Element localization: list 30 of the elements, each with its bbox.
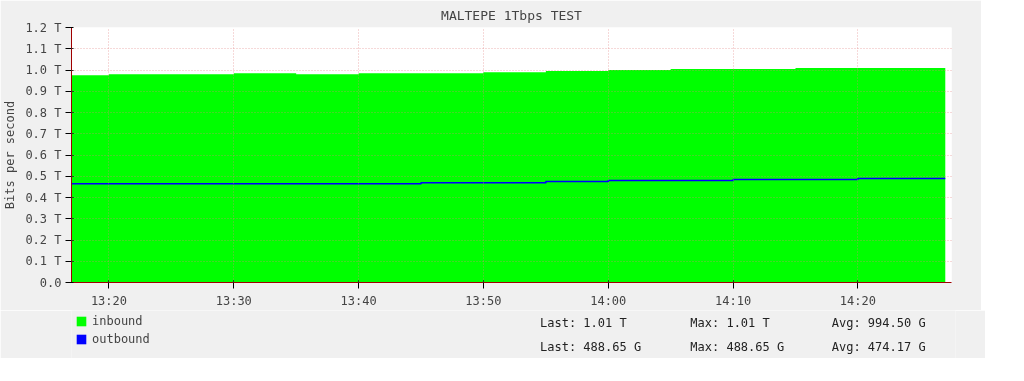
y-tick-label: 0.7 T	[25, 126, 62, 141]
y-tick-label: 0.4 T	[25, 190, 62, 205]
y-tick-label: 0.6 T	[25, 148, 62, 162]
x-tick-label: 13:40	[340, 293, 377, 308]
x-tick-label: 14:10	[715, 293, 752, 308]
y-tick-label: 0.2 T	[25, 233, 62, 247]
x-tick-label: 13:20	[90, 293, 128, 308]
y-tick-label: 0.5 T	[25, 169, 62, 184]
text: Max: 488.65 G	[690, 339, 785, 354]
legend-label: inbound	[92, 314, 143, 328]
y-tick-label: 0.3 T	[25, 211, 62, 226]
y-axis-title: Bits per second	[3, 100, 18, 210]
y-tick-label: 1.1 T	[25, 41, 62, 56]
text: Max: 1.01 T	[690, 315, 770, 330]
y-tick-label: 1.0 T	[25, 63, 62, 77]
text: Last: 488.65 G	[540, 339, 642, 354]
y-tick-label: 0.1 T	[25, 254, 62, 269]
y-tick-label: 0.0	[39, 275, 62, 290]
text: Last: 1.01 T	[540, 315, 627, 330]
x-tick-label: 14:20	[839, 293, 876, 308]
y-tick-label: 1.2 T	[25, 20, 62, 35]
text: Avg: 994.50 G	[831, 315, 926, 330]
legend-label: outbound	[92, 332, 150, 346]
y-tick-label: 0.9 T	[25, 84, 62, 99]
y-tick-label: 0.8 T	[25, 105, 62, 120]
x-tick-label: 13:50	[465, 293, 502, 308]
chart-title: MALTEPE 1Tbps TEST	[441, 7, 583, 23]
x-tick-label: 14:00	[590, 293, 627, 308]
text: Avg: 474.17 G	[831, 339, 926, 354]
x-tick-label: 13:30	[215, 293, 252, 308]
